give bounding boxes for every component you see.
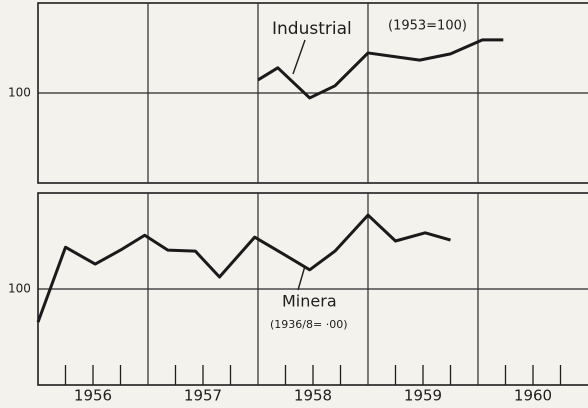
x-tick-label: 1956 bbox=[74, 387, 112, 405]
annotation-arrow bbox=[292, 39, 306, 75]
series-note: (1936/8= ·00) bbox=[270, 318, 348, 331]
data-line bbox=[36, 213, 451, 323]
y-tick-label: 100 bbox=[8, 86, 31, 100]
series-note: (1953=100) bbox=[388, 19, 467, 34]
data-line bbox=[257, 38, 504, 100]
annotation-arrow bbox=[297, 265, 306, 291]
series-label: Minera bbox=[282, 292, 337, 311]
x-tick-label: 1957 bbox=[184, 387, 222, 405]
y-tick-label: 100 bbox=[8, 282, 31, 296]
series-label: Industrial bbox=[272, 19, 352, 39]
x-tick-label: 1958 bbox=[294, 387, 332, 405]
x-tick-label: 1959 bbox=[404, 387, 442, 405]
x-tick-label: 1960 bbox=[514, 387, 552, 405]
